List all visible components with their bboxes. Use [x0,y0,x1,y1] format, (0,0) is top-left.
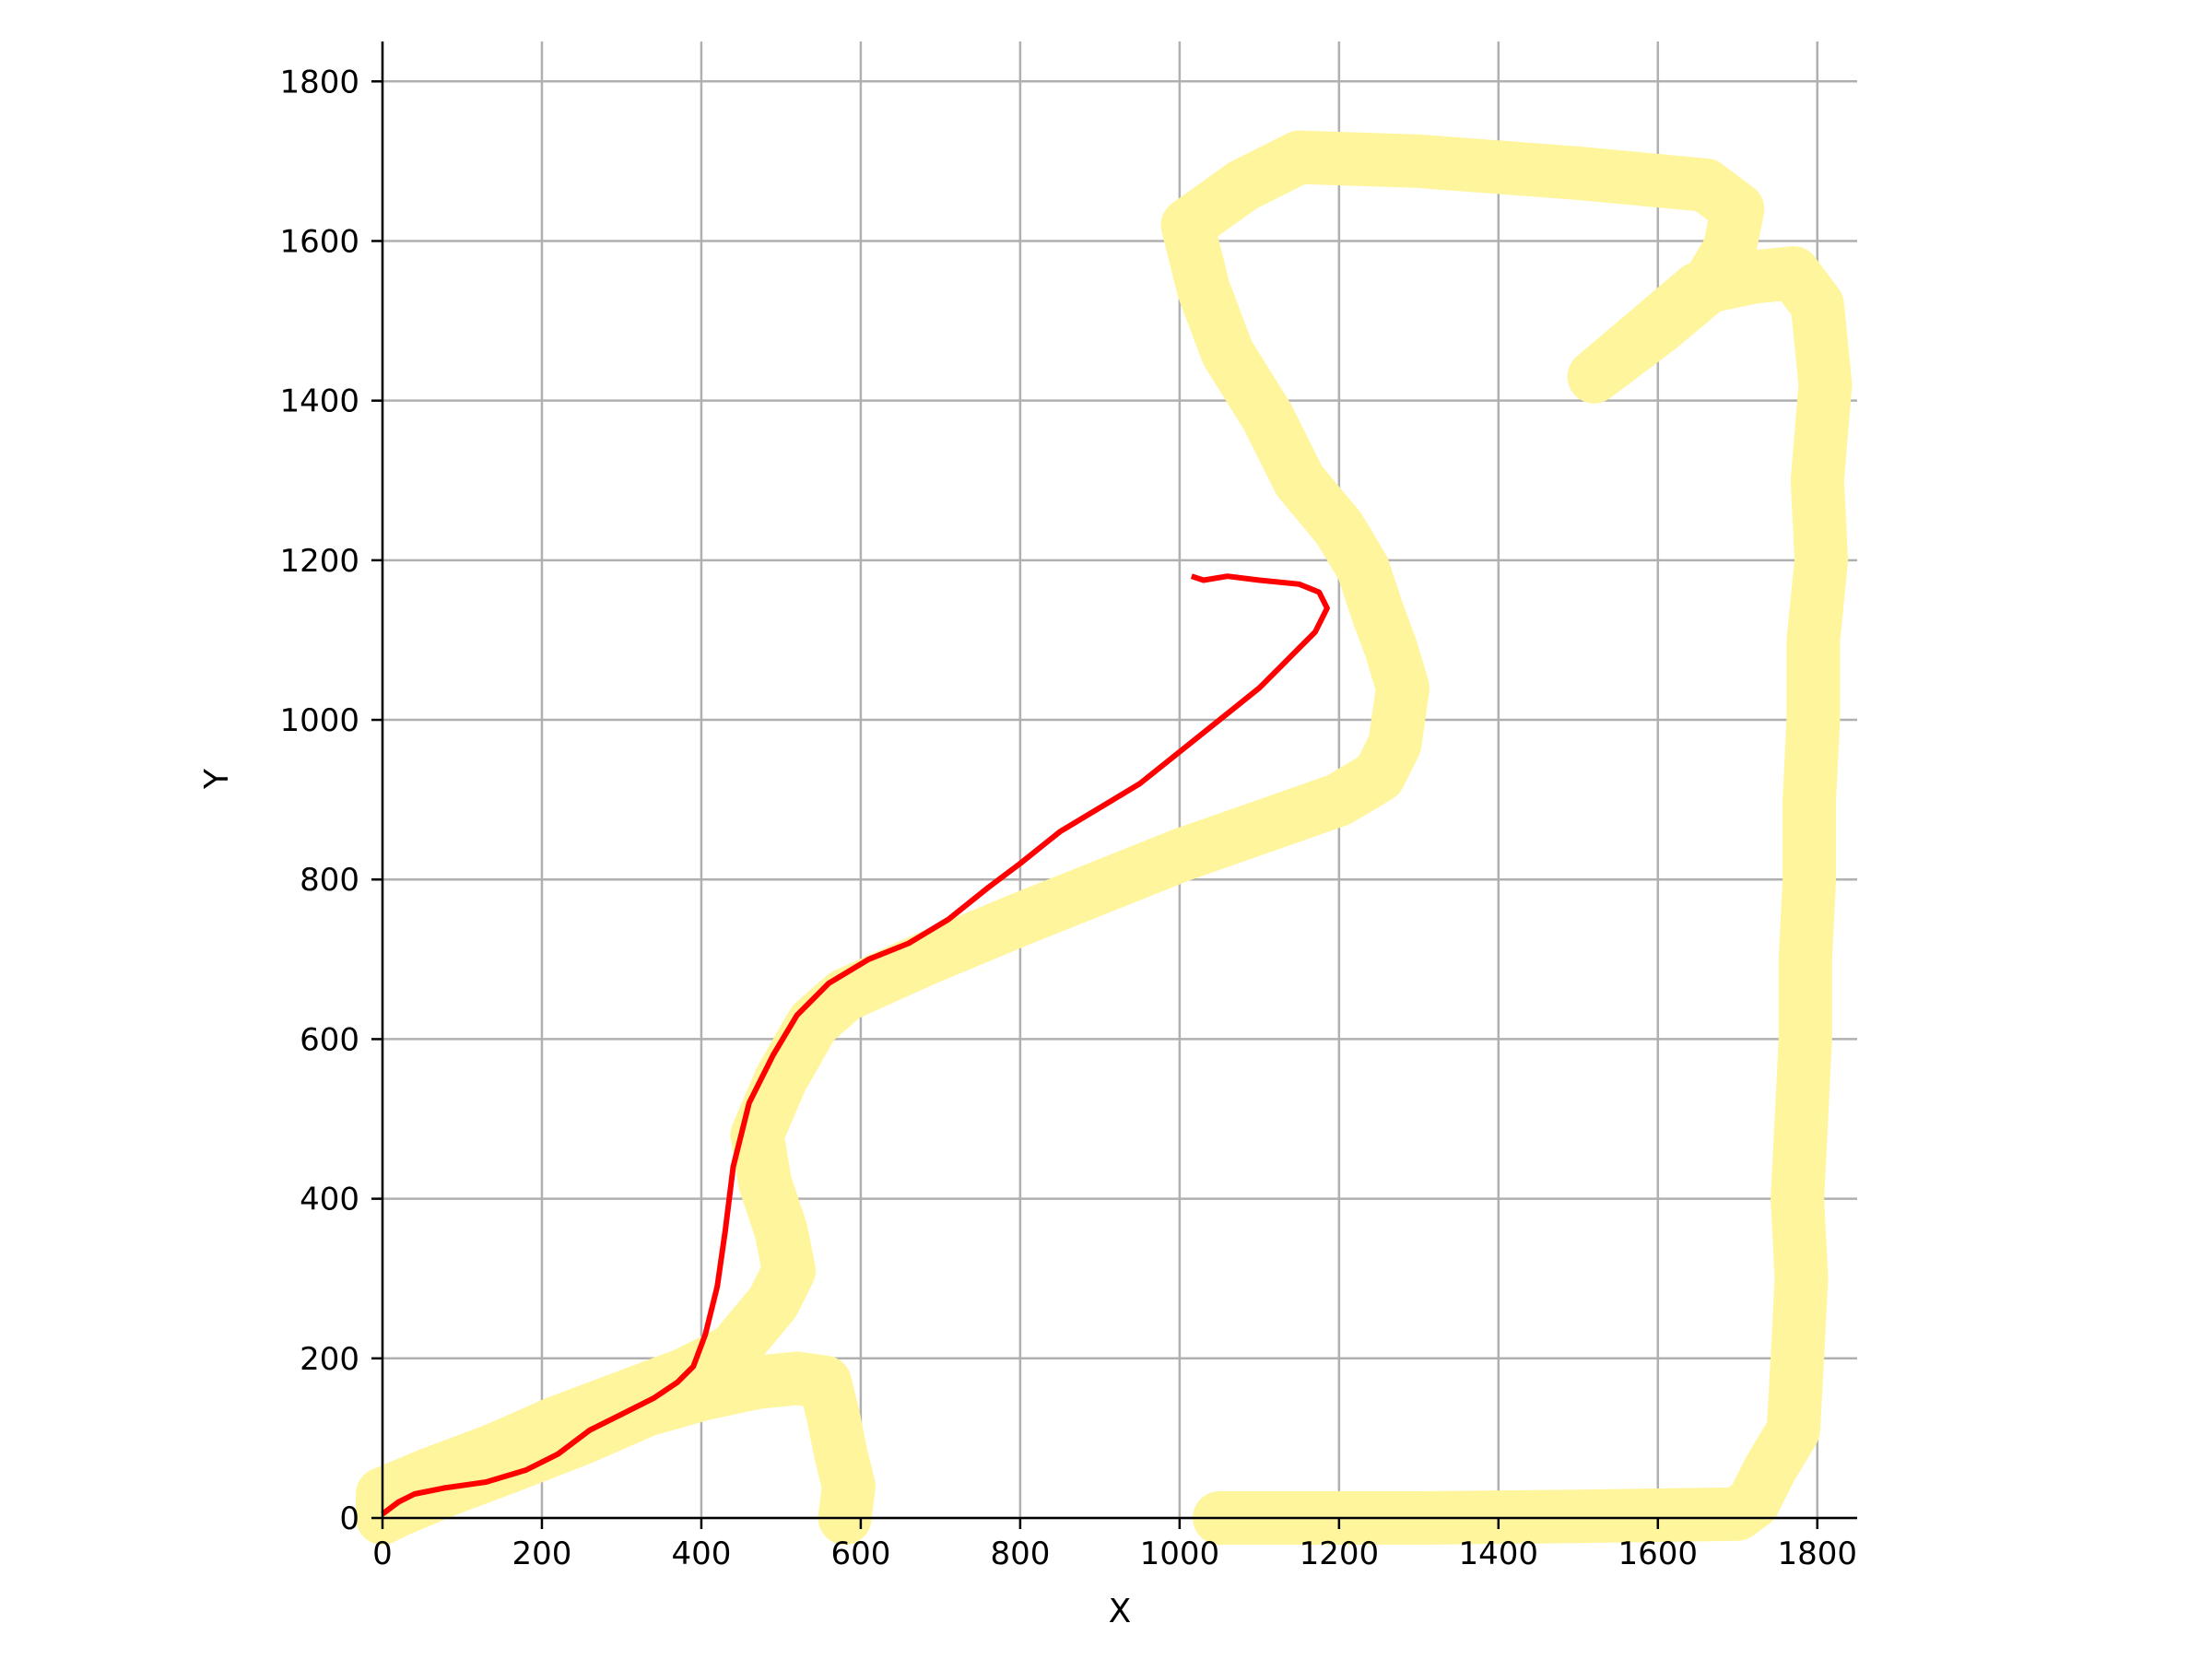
y-tick-label: 200 [300,1341,359,1378]
series-band [356,130,1853,1545]
y-tick-label: 400 [300,1182,359,1218]
y-tick-label: 1600 [279,223,359,260]
y-tick-label: 1200 [279,543,359,580]
y-tick-label: 1400 [279,383,359,420]
x-tick-label: 1400 [1459,1535,1539,1572]
axes [381,41,1857,1520]
y-tick-label: 0 [339,1500,359,1537]
tick-marks [371,80,1819,1529]
x-tick-label: 1600 [1618,1535,1699,1572]
x-axis-label: X [1109,1593,1132,1630]
x-tick-label: 200 [512,1535,572,1572]
x-tick-label: 600 [830,1535,890,1572]
x-tick-label: 1200 [1300,1535,1380,1572]
x-tick-label: 0 [372,1535,393,1572]
y-tick-label: 1000 [279,702,359,739]
y-tick-label: 1800 [279,64,359,100]
x-tick-label: 1800 [1777,1535,1857,1572]
y-axis-label: Y [198,768,236,790]
gridlines [381,41,1857,1520]
series-layer [356,130,1853,1545]
tick-labels: 0 200 400 600 800 1000 1200 1400 1600 1800 0 200 400… [279,64,1857,1572]
y-tick-label: 800 [300,862,359,899]
x-tick-label: 1000 [1140,1535,1220,1572]
x-tick-label: 400 [671,1535,731,1572]
x-tick-label: 800 [990,1535,1050,1572]
y-tick-label: 600 [300,1021,359,1058]
series-line [381,573,1330,1517]
